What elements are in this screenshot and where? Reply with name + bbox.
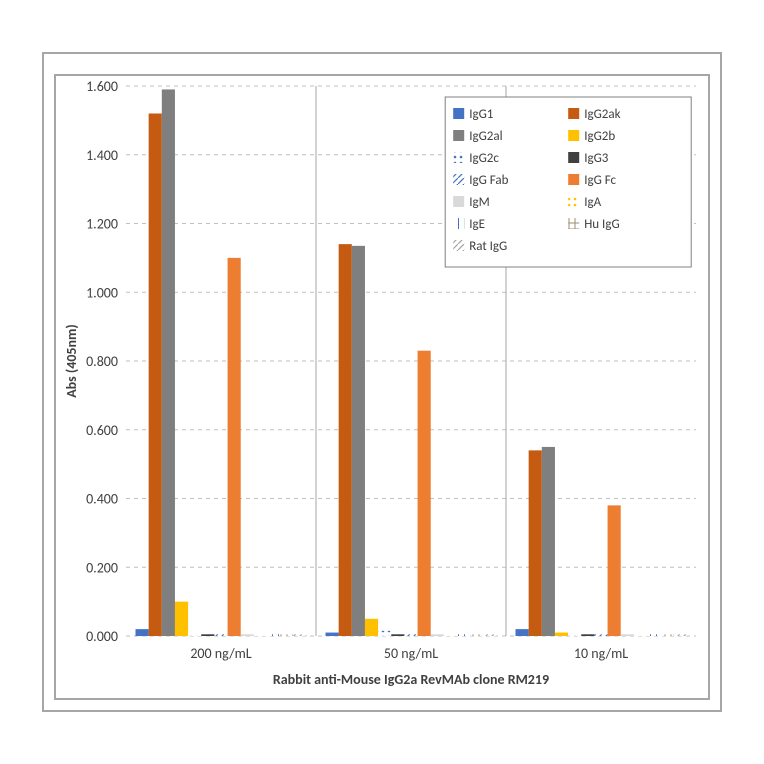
y-axis-label: Abs (405nm) <box>63 324 80 398</box>
bar-IgG2al <box>162 89 175 636</box>
svg-text:0.000: 0.000 <box>86 628 118 645</box>
legend-swatch <box>453 240 464 251</box>
legend-swatch <box>453 218 464 229</box>
bar-IgG2b <box>555 633 568 636</box>
legend-swatch <box>568 218 579 229</box>
legend-swatch <box>568 130 579 141</box>
bar-IgM <box>241 634 254 636</box>
legend-swatch <box>453 108 464 119</box>
x-category-label: 200 ng/mL <box>190 645 251 662</box>
bar-Rat IgG <box>673 634 686 636</box>
svg-text:1.400: 1.400 <box>86 147 118 164</box>
bar-IgG2b <box>365 619 378 636</box>
bar-IgE <box>457 634 470 636</box>
x-category-label: 10 ng/mL <box>574 645 628 662</box>
legend-swatch <box>568 108 579 119</box>
legend-swatch <box>453 130 464 141</box>
legend-label: IgG2al <box>469 129 502 144</box>
legend-label: IgG2c <box>469 151 499 166</box>
bar-IgG2al <box>352 246 365 636</box>
bar-IgG1 <box>516 629 529 636</box>
legend-label: IgG Fab <box>469 173 508 188</box>
bar-IgM <box>621 634 634 636</box>
bar-IgG3 <box>581 634 594 636</box>
legend-swatch <box>453 196 464 207</box>
legend-swatch <box>453 174 464 185</box>
bar-Rat IgG <box>293 634 306 636</box>
legend-swatch <box>453 152 464 163</box>
svg-text:0.800: 0.800 <box>86 353 118 370</box>
legend-label: IgM <box>469 195 490 210</box>
legend-label: IgG2ak <box>584 107 620 122</box>
legend-label: IgG2b <box>584 129 615 144</box>
bar-IgG Fc <box>608 505 621 636</box>
bar-IgA <box>634 634 647 636</box>
bar-IgG2ak <box>529 450 542 636</box>
svg-text:0.200: 0.200 <box>86 559 118 576</box>
svg-text:0.400: 0.400 <box>86 491 118 508</box>
legend-label: IgG3 <box>584 151 609 166</box>
bar-Rat IgG <box>483 634 496 636</box>
bar-IgG Fc <box>228 258 241 636</box>
bar-IgE <box>647 634 660 636</box>
bar-IgG2ak <box>339 244 352 636</box>
bar-IgG2c <box>188 633 201 636</box>
bar-IgA <box>254 634 267 636</box>
bar-IgG2ak <box>149 114 162 637</box>
x-axis-label: Rabbit anti-Mouse IgG2a RevMAb clone RM2… <box>273 671 549 688</box>
bar-Hu IgG <box>660 634 673 636</box>
bar-IgM <box>431 634 444 636</box>
bar-IgG2c <box>378 631 391 636</box>
legend-label: IgG1 <box>469 107 493 122</box>
svg-text:1.000: 1.000 <box>86 284 118 301</box>
bar-IgG Fab <box>594 634 607 636</box>
bar-IgG Fc <box>418 351 431 636</box>
bar-Hu IgG <box>280 634 293 636</box>
bar-IgG2al <box>542 447 555 636</box>
bar-IgG Fab <box>214 634 227 636</box>
svg-text:0.600: 0.600 <box>86 422 118 439</box>
legend-label: IgE <box>469 217 485 232</box>
legend-label: Hu IgG <box>584 217 619 232</box>
legend-label: Rat IgG <box>469 239 507 254</box>
chart-outer-frame: 0.000 0.200 0.400 0.600 0.800 1.000 1.200 1.400… <box>42 52 722 712</box>
legend-swatch <box>568 152 579 163</box>
legend-label: IgA <box>584 195 601 210</box>
legend-swatch <box>568 174 579 185</box>
bar-IgA <box>444 633 457 636</box>
bar-IgG2c <box>568 633 581 636</box>
bar-IgG1 <box>136 629 149 636</box>
bar-IgG2b <box>175 602 188 636</box>
bar-Hu IgG <box>470 634 483 636</box>
svg-text:1.200: 1.200 <box>86 216 118 233</box>
bar-IgE <box>267 634 280 636</box>
bar-IgG3 <box>201 634 214 636</box>
bar-IgG1 <box>326 633 339 636</box>
chart-plot-frame: 0.000 0.200 0.400 0.600 0.800 1.000 1.200 1.400… <box>54 74 710 700</box>
bar-IgG Fab <box>404 634 417 636</box>
bar-IgG3 <box>391 634 404 636</box>
x-category-label: 50 ng/mL <box>384 645 438 662</box>
legend-label: IgG Fc <box>584 173 616 188</box>
legend-swatch <box>568 196 579 207</box>
bar-chart: 0.000 0.200 0.400 0.600 0.800 1.000 1.200 1.400… <box>56 76 706 696</box>
svg-text:1.600: 1.600 <box>86 78 118 95</box>
